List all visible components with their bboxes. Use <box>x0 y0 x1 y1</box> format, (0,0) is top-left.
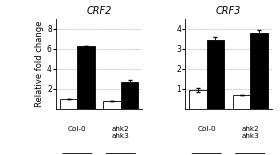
Title: CRF2: CRF2 <box>87 7 112 16</box>
Text: ahk2
ahk3: ahk2 ahk3 <box>241 126 259 140</box>
Bar <box>104 100 121 108</box>
Bar <box>121 82 138 108</box>
Text: ahk2
ahk3: ahk2 ahk3 <box>112 126 130 140</box>
Bar <box>207 40 224 108</box>
Text: Col-0: Col-0 <box>68 126 87 133</box>
Bar <box>233 95 250 108</box>
Bar <box>77 46 95 108</box>
Title: CRF3: CRF3 <box>216 7 241 16</box>
Bar <box>250 33 268 108</box>
Bar <box>189 90 207 108</box>
Text: Col-0: Col-0 <box>197 126 216 133</box>
Y-axis label: Relative fold change: Relative fold change <box>35 20 44 107</box>
Bar <box>60 99 77 108</box>
